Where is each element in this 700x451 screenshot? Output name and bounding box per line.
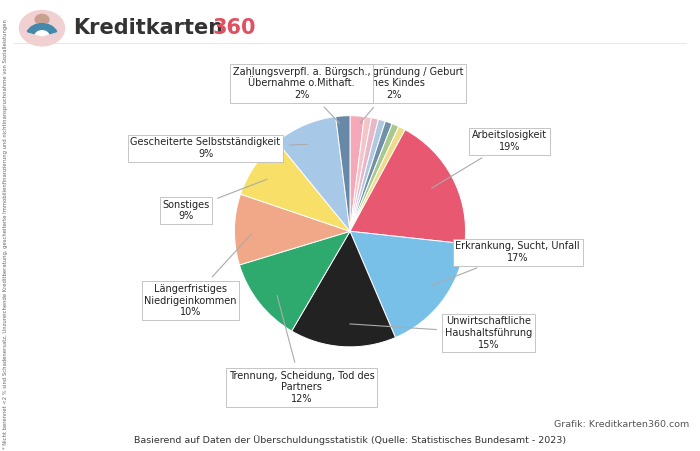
Wedge shape [350,130,466,244]
Wedge shape [350,121,392,231]
Text: Basierend auf Daten der Überschuldungsstatistik (Quelle: Statistisches Bundesamt: Basierend auf Daten der Überschuldungsst… [134,435,566,445]
Wedge shape [277,117,350,231]
Text: Arbeitslosigkeit
19%: Arbeitslosigkeit 19% [432,130,547,188]
Text: * Nicht berennet <2 % sind Schadenersatz, Unzureichende Kreditberatung, gescheit: * Nicht berennet <2 % sind Schadenersatz… [3,19,8,450]
Wedge shape [239,231,350,331]
Text: Gescheiterte Selbstständigkeit
9%: Gescheiterte Selbstständigkeit 9% [130,137,307,159]
Wedge shape [350,119,386,231]
Circle shape [35,14,49,25]
Circle shape [20,10,64,46]
Text: Erkrankung, Sucht, Unfall
17%: Erkrankung, Sucht, Unfall 17% [431,241,580,285]
Wedge shape [234,194,350,265]
Wedge shape [241,142,350,231]
Text: Sonstiges
9%: Sonstiges 9% [162,179,267,221]
Wedge shape [350,117,372,231]
Text: 360: 360 [212,18,256,38]
Text: Unwirtschaftliche
Haushaltsführung
15%: Unwirtschaftliche Haushaltsführung 15% [350,317,532,350]
Wedge shape [27,23,57,36]
Wedge shape [350,126,405,231]
Text: Haushaltsgründung / Geburt
eines Kindes
2%: Haushaltsgründung / Geburt eines Kindes … [324,67,463,123]
Text: Kreditkarten: Kreditkarten [74,18,223,38]
Wedge shape [350,124,399,231]
Wedge shape [350,116,364,231]
Wedge shape [336,116,350,231]
Text: Längerfristiges
Niedrigeinkommen
10%: Längerfristiges Niedrigeinkommen 10% [144,234,251,317]
Wedge shape [350,231,465,337]
Wedge shape [292,231,395,347]
Text: Trennung, Scheidung, Tod des
Partners
12%: Trennung, Scheidung, Tod des Partners 12… [229,295,374,404]
Text: Grafik: Kreditkarten360.com: Grafik: Kreditkarten360.com [554,420,690,429]
Text: Zahlungsverpfl. a. Bürgsch.,
Übernahme o.Mithaft.
2%: Zahlungsverpfl. a. Bürgsch., Übernahme o… [232,67,370,124]
Wedge shape [350,118,379,231]
Wedge shape [27,23,57,34]
